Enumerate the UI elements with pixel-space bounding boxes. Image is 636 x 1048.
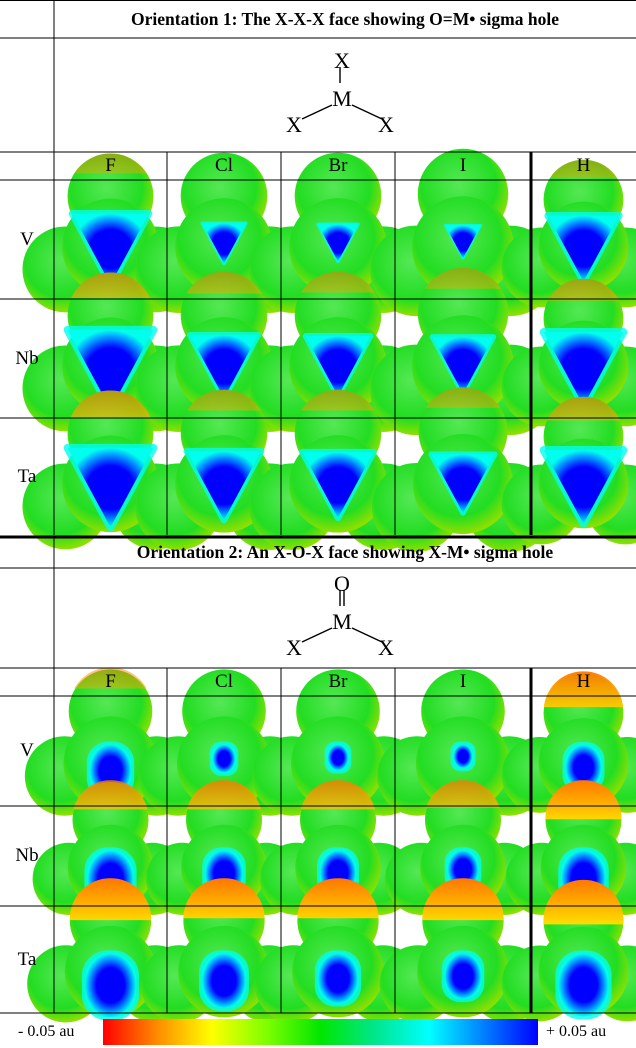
positive-cap	[547, 396, 620, 421]
positive-cap	[547, 278, 620, 301]
column-header: Br	[328, 671, 348, 692]
positive-cap	[70, 390, 151, 418]
positive-cap	[545, 780, 622, 820]
structure-atom: X	[286, 635, 302, 660]
colorbar-max-label: + 0.05 au	[546, 1023, 607, 1040]
column-header: I	[459, 155, 467, 176]
sigma-hole	[429, 334, 497, 397]
structure-diagram: XMX X	[286, 48, 394, 137]
esp-map	[249, 389, 427, 550]
positive-cap	[74, 153, 147, 174]
sigma-hole	[443, 223, 483, 260]
column-header: Cl	[215, 155, 233, 176]
esp-map	[501, 278, 636, 427]
sigma-hole	[63, 443, 158, 532]
column-header: I	[459, 671, 467, 692]
row-label: Ta	[17, 948, 37, 970]
esp-map	[501, 671, 636, 813]
esp-map	[501, 396, 636, 545]
sigma-hole	[441, 950, 485, 1003]
structure-atom: X	[286, 112, 302, 137]
sigma-hole	[555, 950, 612, 1020]
sigma-hole	[63, 325, 158, 414]
column-header: Br	[328, 155, 348, 176]
sigma-hole	[81, 950, 140, 1021]
sigma-hole	[428, 451, 498, 516]
positive-cap	[301, 780, 375, 810]
structure-atom: M	[332, 609, 352, 634]
section-title: Orientation 2: An X-O-X face showing X-M…	[136, 542, 554, 562]
positive-cap	[73, 780, 148, 810]
positive-cap	[186, 271, 262, 294]
positive-cap	[543, 671, 624, 708]
sigma-hole	[186, 331, 262, 402]
positive-cap	[187, 780, 261, 810]
positive-cap	[74, 667, 147, 689]
row-label: V	[20, 228, 34, 250]
column-header: F	[105, 671, 116, 692]
esp-map	[254, 878, 422, 1023]
positive-cap	[71, 272, 150, 298]
positive-cap	[543, 879, 624, 925]
positive-cap	[187, 389, 261, 411]
sigma-hole	[302, 333, 374, 399]
positive-cap	[425, 387, 501, 408]
structure-atom: O	[334, 571, 350, 596]
positive-cap	[426, 780, 500, 808]
row-label: Nb	[15, 347, 39, 369]
sigma-hole	[539, 328, 628, 410]
sigma-hole	[183, 447, 265, 524]
row-label: Nb	[15, 845, 39, 866]
positive-cap	[422, 878, 504, 921]
esp-map	[371, 387, 555, 552]
row-label: V	[20, 740, 34, 761]
row-label: Ta	[17, 465, 37, 487]
sigma-hole	[68, 210, 153, 288]
colorbar-min-label: - 0.05 au	[18, 1023, 75, 1040]
sigma-hole	[200, 221, 248, 266]
positive-cap	[69, 878, 152, 921]
positive-cap	[301, 389, 375, 411]
structure-atom: M	[332, 86, 352, 111]
positive-cap	[301, 271, 375, 293]
positive-cap	[424, 267, 502, 289]
colorbar	[103, 1019, 538, 1045]
sigma-hole	[199, 950, 249, 1012]
column-header: Cl	[215, 671, 233, 692]
esp-map	[138, 669, 310, 816]
sigma-hole	[544, 212, 623, 285]
sigma-hole	[299, 448, 377, 522]
sigma-hole	[562, 742, 605, 793]
structure-atom: X	[378, 635, 394, 660]
structure-atom: X	[334, 48, 350, 73]
sigma-hole	[324, 741, 352, 774]
sigma-hole	[209, 741, 239, 776]
esp-map	[501, 879, 636, 1022]
table-grid	[0, 0, 636, 1014]
positive-cap	[297, 878, 379, 919]
column-header: H	[576, 155, 591, 176]
esp-map	[22, 390, 199, 550]
esp-map	[370, 267, 556, 436]
structure-atom: X	[378, 112, 394, 137]
positive-cap	[549, 159, 618, 179]
sigma-hole	[316, 222, 360, 264]
column-header: H	[576, 671, 591, 692]
sigma-hole	[450, 741, 476, 772]
sigma-hole	[314, 950, 362, 1007]
positive-cap	[183, 878, 265, 919]
section-title: Orientation 1: The X-X-X face showing O=…	[131, 8, 559, 29]
structure-diagram: OM X X	[286, 571, 394, 660]
sigma-hole	[539, 446, 628, 528]
column-header: F	[105, 155, 116, 176]
